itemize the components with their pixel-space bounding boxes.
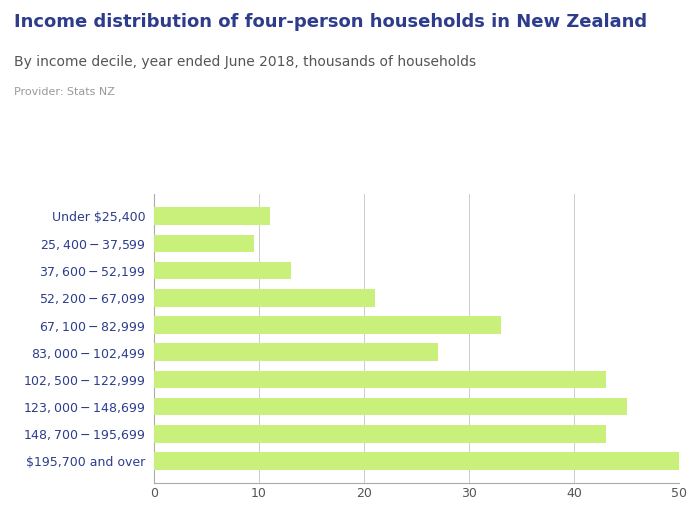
Bar <box>154 289 374 307</box>
Text: Provider: Stats NZ: Provider: Stats NZ <box>14 87 115 97</box>
Bar <box>154 452 679 470</box>
Bar <box>154 425 606 443</box>
Text: figure.nz: figure.nz <box>582 23 666 40</box>
Bar <box>154 207 270 225</box>
Bar <box>154 235 253 252</box>
Bar <box>154 343 438 361</box>
Bar <box>154 371 606 388</box>
Bar <box>154 262 290 279</box>
Text: By income decile, year ended June 2018, thousands of households: By income decile, year ended June 2018, … <box>14 55 476 69</box>
Bar <box>154 398 626 415</box>
Text: Income distribution of four-person households in New Zealand: Income distribution of four-person house… <box>14 13 647 31</box>
Bar <box>154 316 500 334</box>
